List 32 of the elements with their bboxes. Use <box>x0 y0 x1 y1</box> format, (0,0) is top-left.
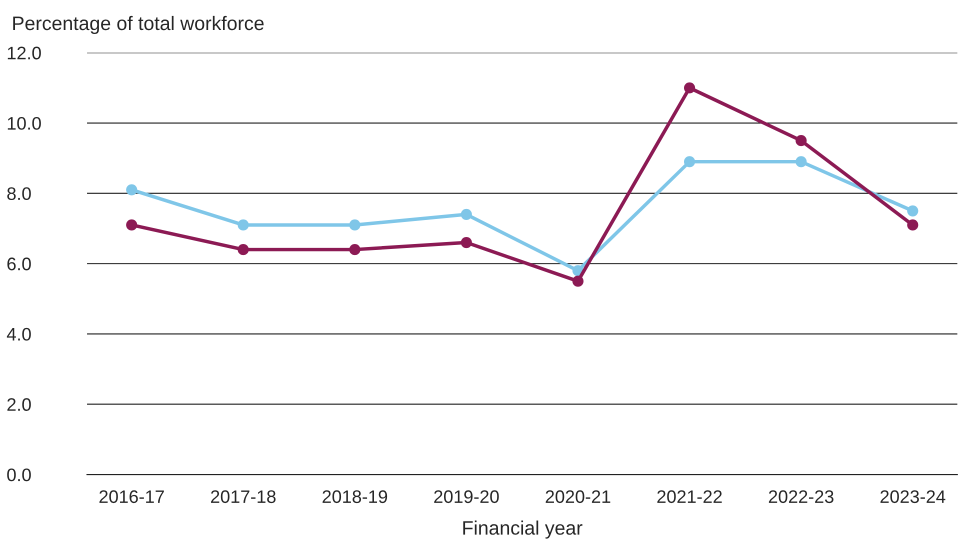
y-tick-label: 4.0 <box>6 328 31 341</box>
point <box>572 276 584 287</box>
point <box>460 208 472 220</box>
point <box>349 244 360 256</box>
x-tick-label: 2020-21 <box>546 490 610 504</box>
x-tick-label: 2023-24 <box>880 490 946 504</box>
point <box>796 135 807 146</box>
y-tick-label: 0.0 <box>7 468 31 482</box>
point <box>349 219 360 231</box>
point <box>907 205 918 216</box>
x-axis-title: Financial year <box>463 520 582 539</box>
y-tick-label: 6.0 <box>7 258 31 270</box>
x-tick-label: 2017-18 <box>211 490 276 504</box>
x-tick-label: 2022-23 <box>768 490 834 504</box>
point <box>238 219 249 231</box>
point <box>460 236 472 248</box>
point <box>684 156 696 168</box>
y-axis-title: Percentage of total workforce <box>13 16 264 34</box>
point <box>684 82 696 94</box>
y-tick-label: 10.0 <box>8 116 41 130</box>
x-tick-label: 2019-20 <box>434 490 499 504</box>
point <box>126 219 138 231</box>
point <box>907 219 918 231</box>
point <box>238 244 249 256</box>
point <box>796 156 807 168</box>
point <box>126 184 138 196</box>
y-tick-label: 12.0 <box>8 46 41 60</box>
x-tick-label: 2021-22 <box>657 490 722 504</box>
y-tick-label: 8.0 <box>7 187 31 200</box>
y-tick-label: 2.0 <box>7 398 31 411</box>
x-tick-label: 2018-19 <box>322 490 388 504</box>
x-tick-label: 2016-17 <box>99 490 164 504</box>
